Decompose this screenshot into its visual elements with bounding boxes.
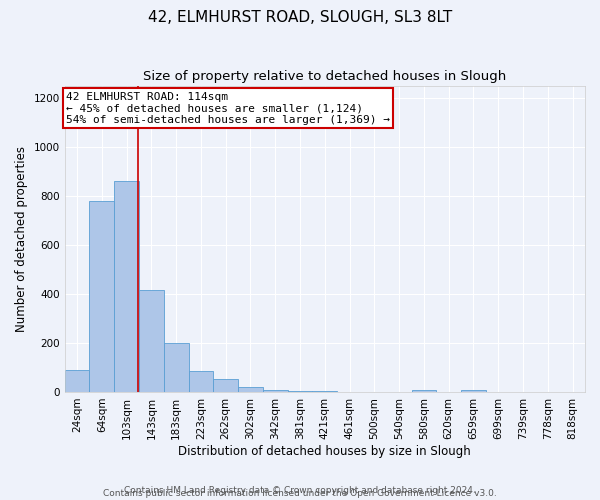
Bar: [412, 390, 436, 392]
Y-axis label: Number of detached properties: Number of detached properties: [15, 146, 28, 332]
Text: Contains public sector information licensed under the Open Government Licence v3: Contains public sector information licen…: [103, 488, 497, 498]
Bar: [214, 379, 238, 392]
Bar: [139, 290, 164, 392]
Bar: [188, 371, 214, 392]
Bar: [461, 390, 486, 392]
Bar: [114, 181, 139, 392]
Bar: [164, 343, 188, 392]
Text: 42, ELMHURST ROAD, SLOUGH, SL3 8LT: 42, ELMHURST ROAD, SLOUGH, SL3 8LT: [148, 10, 452, 25]
Title: Size of property relative to detached houses in Slough: Size of property relative to detached ho…: [143, 70, 506, 83]
Bar: [89, 201, 114, 392]
Text: Contains HM Land Registry data © Crown copyright and database right 2024.: Contains HM Land Registry data © Crown c…: [124, 486, 476, 495]
Bar: [263, 390, 287, 392]
Text: 42 ELMHURST ROAD: 114sqm
← 45% of detached houses are smaller (1,124)
54% of sem: 42 ELMHURST ROAD: 114sqm ← 45% of detach…: [66, 92, 390, 125]
X-axis label: Distribution of detached houses by size in Slough: Distribution of detached houses by size …: [178, 444, 471, 458]
Bar: [65, 370, 89, 392]
Bar: [287, 391, 313, 392]
Bar: [238, 386, 263, 392]
